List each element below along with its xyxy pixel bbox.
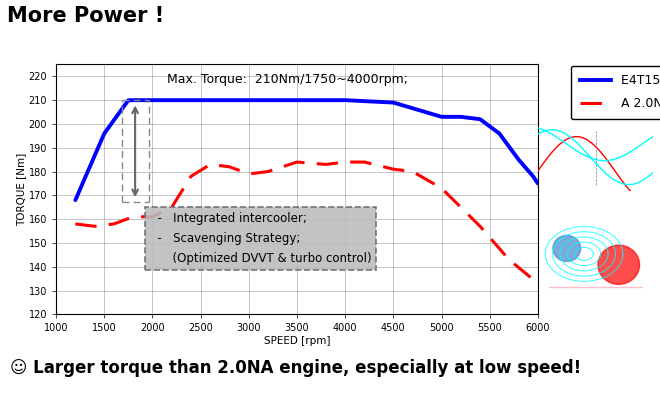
Text: -   Integrated intercooler;
  -   Scavenging Strategy;
      (Optimized DVVT & t: - Integrated intercooler; - Scavenging S… xyxy=(150,212,371,265)
Text: More Power !: More Power ! xyxy=(7,6,164,26)
Text: Max. Torque:  210Nm/1750~4000rpm;: Max. Torque: 210Nm/1750~4000rpm; xyxy=(167,73,408,86)
Circle shape xyxy=(553,235,581,262)
X-axis label: SPEED [rpm]: SPEED [rpm] xyxy=(264,336,330,346)
Y-axis label: TORQUE [Nm]: TORQUE [Nm] xyxy=(16,153,26,226)
Circle shape xyxy=(598,245,640,285)
Text: ☺ Larger torque than 2.0NA engine, especially at low speed!: ☺ Larger torque than 2.0NA engine, espec… xyxy=(10,359,581,377)
Legend: E4T15B Engine, A 2.0NA Engine: E4T15B Engine, A 2.0NA Engine xyxy=(571,66,660,119)
